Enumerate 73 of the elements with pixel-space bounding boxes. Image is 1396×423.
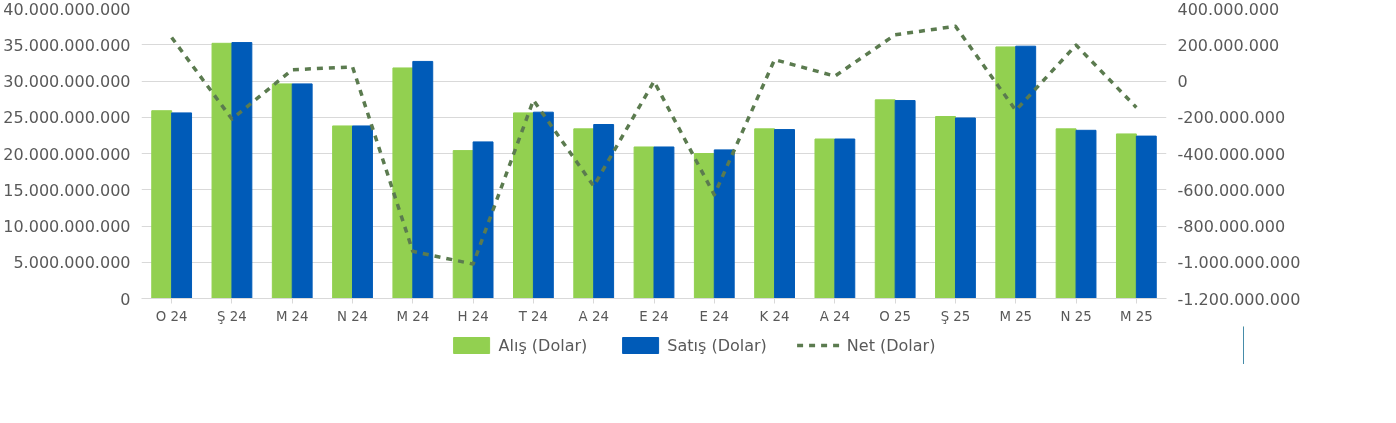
bar <box>935 116 956 299</box>
y2-tick-label: -800.000.000 <box>1177 217 1286 236</box>
x-tick-label: N 25 <box>1060 308 1092 324</box>
line-series <box>169 24 1139 266</box>
bar <box>1135 135 1157 299</box>
bar <box>894 100 916 299</box>
x-tick-label: O 24 <box>155 308 188 324</box>
bar <box>211 42 233 299</box>
y-tick-label: 35.000.000.000 <box>3 35 131 55</box>
bar <box>754 128 776 299</box>
y-tick-label: 15.000.000.000 <box>3 180 131 200</box>
bar <box>633 146 655 299</box>
x-tick-label: A 24 <box>578 308 609 324</box>
legend-label: Satış (Dolar) <box>667 335 767 355</box>
y-tick-label: 25.000.000.000 <box>3 108 131 128</box>
bar <box>593 124 615 299</box>
bar <box>412 60 434 299</box>
y2-tick-label: 0 <box>1177 72 1188 91</box>
x-tick-label: M 25 <box>1120 308 1153 324</box>
y-tick-label: 40.000.000.000 <box>3 0 131 19</box>
bar <box>874 99 896 299</box>
y2-tick-label: 200.000.000 <box>1177 35 1280 55</box>
bar <box>653 146 675 299</box>
x-tick-label: M 24 <box>396 308 430 324</box>
bar <box>472 141 494 299</box>
bar <box>834 138 856 299</box>
bar <box>774 129 795 299</box>
x-tick-label: Ş 24 <box>217 308 247 324</box>
y-tick-label: 10.000.000.000 <box>3 217 131 236</box>
x-tick-label: K 24 <box>759 308 790 324</box>
bar <box>1075 129 1097 299</box>
bar <box>271 83 293 299</box>
legend-label: Net (Dolar) <box>846 335 936 355</box>
y-tick-label: 20.000.000.000 <box>3 144 131 164</box>
y2-tick-label: -600.000.000 <box>1177 180 1286 200</box>
bar <box>392 67 414 299</box>
x-tick-label: E 24 <box>699 308 730 324</box>
bar <box>151 110 173 299</box>
x-tick-label: M 25 <box>999 308 1033 324</box>
y-tick-label: 0 <box>120 289 131 309</box>
bar <box>1055 128 1077 299</box>
x-tick-label: M 24 <box>275 308 309 324</box>
bar <box>814 138 836 299</box>
bar <box>713 149 735 299</box>
bar <box>573 128 595 299</box>
bar <box>291 83 313 299</box>
bar <box>352 125 373 299</box>
bar <box>693 153 715 299</box>
y2-tick-label: -1.200.000.000 <box>1177 289 1301 309</box>
y-tick-label: 30.000.000.000 <box>3 72 131 91</box>
bar <box>171 112 193 299</box>
bar <box>332 125 354 299</box>
x-tick-label: Ş 25 <box>940 308 971 324</box>
x-tick-label: O 25 <box>879 308 912 324</box>
bar <box>231 42 253 299</box>
y2-tick-label: -200.000.000 <box>1177 108 1286 128</box>
bar <box>513 112 534 299</box>
y-tick-label: 5.000.000.000 <box>13 253 131 273</box>
x-tick-label: T 24 <box>517 308 549 324</box>
y2-tick-label: 400.000.000 <box>1177 0 1280 19</box>
bar <box>995 46 1017 299</box>
bar <box>954 117 976 299</box>
bar <box>452 150 474 299</box>
x-tick-label: E 24 <box>639 308 669 324</box>
bar <box>1015 45 1037 299</box>
bar <box>532 111 554 299</box>
y2-tick-label: -400.000.000 <box>1177 144 1286 164</box>
bar <box>1115 133 1137 299</box>
legend-label: Alış (Dolar) <box>498 335 588 355</box>
x-tick-label: A 24 <box>819 308 851 324</box>
x-tick-label: H 24 <box>457 308 489 324</box>
x-tick-label: N 24 <box>336 308 369 324</box>
y2-tick-label: -1.000.000.000 <box>1177 253 1301 273</box>
